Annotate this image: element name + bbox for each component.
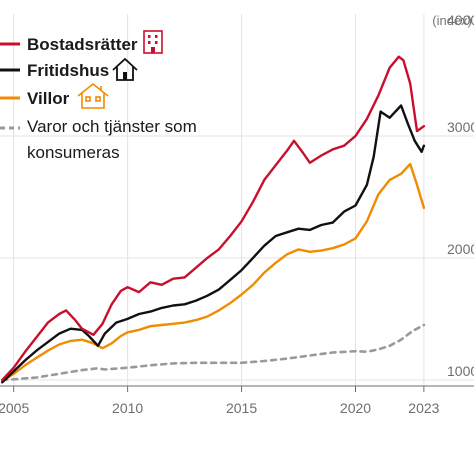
x-tick-label: 2015 — [226, 400, 257, 416]
house-icon — [77, 82, 109, 109]
axes: 1000 2000 3000 4000 2005 2010 2015 2020 2023 — [0, 12, 474, 416]
y-tick-label: 2000 — [447, 241, 474, 257]
legend-label-bostadsratter: Bostadsrätter — [27, 35, 138, 54]
series-line-kpi — [0, 323, 426, 382]
legend-label-villor: Villor — [27, 89, 70, 108]
legend-item-bostadsratter: Bostadsrätter — [0, 30, 163, 54]
legend-item-kpi: Varor och tjänster som konsumeras — [0, 117, 197, 162]
series-line-fritidshus — [1, 104, 426, 384]
legend: Bostadsrätter Fritidshus Villor — [0, 30, 197, 162]
legend-item-villor: Villor — [0, 82, 109, 109]
y-tick-label: 3000 — [447, 119, 474, 135]
series-line-villor — [1, 162, 426, 383]
legend-label-fritidshus: Fritidshus — [27, 61, 109, 80]
y-tick-label: 1000 — [447, 363, 474, 379]
apartment-building-icon — [143, 30, 163, 54]
x-tick-label: 2020 — [340, 400, 371, 416]
legend-item-fritidshus: Fritidshus — [0, 57, 138, 81]
legend-label-kpi-line2: konsumeras — [27, 143, 120, 162]
series-lines — [0, 55, 426, 384]
legend-label-kpi-line1: Varor och tjänster som — [27, 117, 197, 136]
cottage-icon — [112, 57, 138, 81]
x-tick-label: 2005 — [0, 400, 29, 416]
grid — [0, 14, 474, 386]
x-tick-label: 2010 — [112, 400, 143, 416]
x-tick-label: 2023 — [408, 400, 439, 416]
y-tick-label: 4000 — [447, 12, 474, 28]
series-line-bostadsratter — [1, 55, 426, 382]
unit-label: (index) — [432, 13, 472, 28]
